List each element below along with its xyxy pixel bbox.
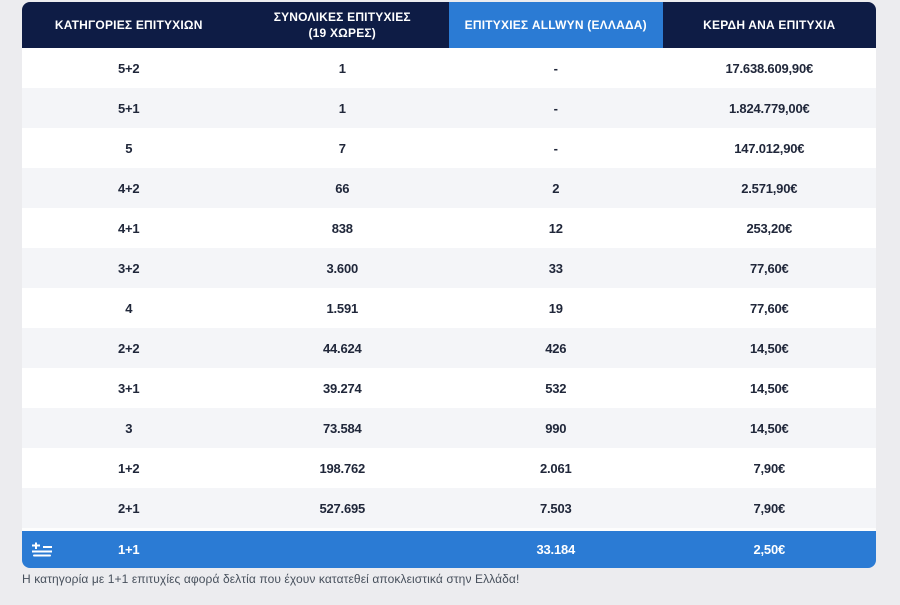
table-row: 1+2 198.762 2.061 7,90€	[22, 448, 876, 488]
category-cell: 4	[125, 300, 133, 316]
category-cell: 5+1	[118, 100, 140, 116]
highlight-row-1plus1: 1+1 33.184 2,50€	[22, 531, 876, 568]
header-total-wins-line1: ΣΥΝΟΛΙΚΕΣ ΕΠΙΤΥΧΙΕΣ	[273, 9, 411, 24]
table-header-row: ΚΑΤΗΓΟΡΙΕΣ ΕΠΙΤΥΧΙΩΝ ΣΥΝΟΛΙΚΕΣ ΕΠΙΤΥΧΙΕΣ…	[22, 2, 876, 48]
header-categories: ΚΑΤΗΓΟΡΙΕΣ ΕΠΙΤΥΧΙΩΝ	[22, 2, 236, 48]
greece-wins-cell: -	[553, 140, 558, 156]
prize-cell: 7,90€	[753, 500, 786, 516]
category-cell: 5+2	[118, 60, 140, 76]
greece-wins-cell: 33	[548, 260, 563, 276]
greece-wins-cell: 12	[548, 220, 563, 236]
table-row: 5+1 1 - 1.824.779,00€	[22, 88, 876, 128]
total-wins-cell: 527.695	[319, 500, 366, 516]
category-cell: 4+1	[118, 220, 140, 236]
highlight-greece-cell: 33.184	[536, 542, 576, 557]
total-wins-cell: 39.274	[322, 380, 362, 396]
prize-cell: 77,60€	[749, 300, 789, 316]
prize-cell: 147.012,90€	[734, 140, 805, 156]
highlight-total-cell	[236, 531, 450, 568]
total-wins-cell: 66	[335, 180, 350, 196]
category-cell: 3+1	[118, 380, 140, 396]
prize-cell: 77,60€	[749, 260, 789, 276]
category-cell: 3	[125, 420, 133, 436]
table-row: 3+1 39.274 532 14,50€	[22, 368, 876, 408]
header-allwyn-greece-label: ΕΠΙΤΥΧΙΕΣ ALLWYN (ΕΛΛΑΔΑ)	[464, 17, 647, 32]
table-row: 4 1.591 19 77,60€	[22, 288, 876, 328]
greece-wins-cell: -	[553, 100, 558, 116]
greece-wins-cell: 7.503	[539, 500, 572, 516]
category-cell: 4+2	[118, 180, 140, 196]
total-wins-cell: 1	[338, 60, 346, 76]
category-cell: 5	[125, 140, 133, 156]
total-wins-cell: 44.624	[322, 340, 362, 356]
greece-wins-cell: 990	[545, 420, 567, 436]
table-row: 2+1 527.695 7.503 7,90€	[22, 488, 876, 528]
highlight-category-cell: 1+1	[118, 542, 140, 557]
total-wins-cell: 1	[338, 100, 346, 116]
greece-wins-cell: 532	[545, 380, 567, 396]
total-wins-cell: 1.591	[326, 300, 359, 316]
header-prize-per-win-label: ΚΕΡΔΗ ΑΝΑ ΕΠΙΤΥΧΙΑ	[703, 17, 836, 32]
table-row: 5+2 1 - 17.638.609,90€	[22, 48, 876, 88]
table-row: 4+1 838 12 253,20€	[22, 208, 876, 248]
prize-cell: 14,50€	[749, 420, 789, 436]
prize-cell: 253,20€	[746, 220, 793, 236]
table-row: 2+2 44.624 426 14,50€	[22, 328, 876, 368]
prize-cell: 14,50€	[749, 340, 789, 356]
table-row: 3 73.584 990 14,50€	[22, 408, 876, 448]
total-wins-cell: 838	[331, 220, 353, 236]
greece-wins-cell: 2.061	[539, 460, 572, 476]
table-row: 3+2 3.600 33 77,60€	[22, 248, 876, 288]
highlight-prize-cell: 2,50€	[753, 542, 786, 557]
header-prize-per-win: ΚΕΡΔΗ ΑΝΑ ΕΠΙΤΥΧΙΑ	[663, 2, 877, 48]
category-cell: 2+2	[118, 340, 140, 356]
results-table: ΚΑΤΗΓΟΡΙΕΣ ΕΠΙΤΥΧΙΩΝ ΣΥΝΟΛΙΚΕΣ ΕΠΙΤΥΧΙΕΣ…	[22, 2, 876, 568]
total-wins-cell: 7	[338, 140, 346, 156]
row-separator	[22, 528, 876, 531]
prize-cell: 1.824.779,00€	[728, 100, 810, 116]
header-allwyn-greece: ΕΠΙΤΥΧΙΕΣ ALLWYN (ΕΛΛΑΔΑ)	[449, 2, 663, 48]
header-total-wins-line2: (19 ΧΩΡΕΣ)	[308, 26, 376, 40]
total-wins-cell: 73.584	[322, 420, 362, 436]
category-cell: 3+2	[118, 260, 140, 276]
prize-cell: 7,90€	[753, 460, 786, 476]
greek-flag-icon	[31, 541, 53, 559]
table-row: 4+2 66 2 2.571,90€	[22, 168, 876, 208]
greece-wins-cell: 426	[545, 340, 567, 356]
header-total-wins: ΣΥΝΟΛΙΚΕΣ ΕΠΙΤΥΧΙΕΣ (19 ΧΩΡΕΣ)	[236, 2, 450, 48]
greece-wins-cell: -	[553, 60, 558, 76]
prize-cell: 14,50€	[749, 380, 789, 396]
total-wins-cell: 3.600	[326, 260, 359, 276]
greece-wins-cell: 2	[552, 180, 560, 196]
category-cell: 2+1	[118, 500, 140, 516]
table-body: 5+2 1 - 17.638.609,90€ 5+1 1 - 1.824.779…	[22, 48, 876, 528]
header-categories-label: ΚΑΤΗΓΟΡΙΕΣ ΕΠΙΤΥΧΙΩΝ	[54, 17, 203, 32]
table-row: 5 7 - 147.012,90€	[22, 128, 876, 168]
category-cell: 1+2	[118, 460, 140, 476]
total-wins-cell: 198.762	[319, 460, 366, 476]
prize-cell: 17.638.609,90€	[725, 60, 814, 76]
footnote-text: Η κατηγορία με 1+1 επιτυχίες αφορά δελτί…	[22, 572, 520, 586]
greece-wins-cell: 19	[548, 300, 563, 316]
prize-cell: 2.571,90€	[741, 180, 798, 196]
